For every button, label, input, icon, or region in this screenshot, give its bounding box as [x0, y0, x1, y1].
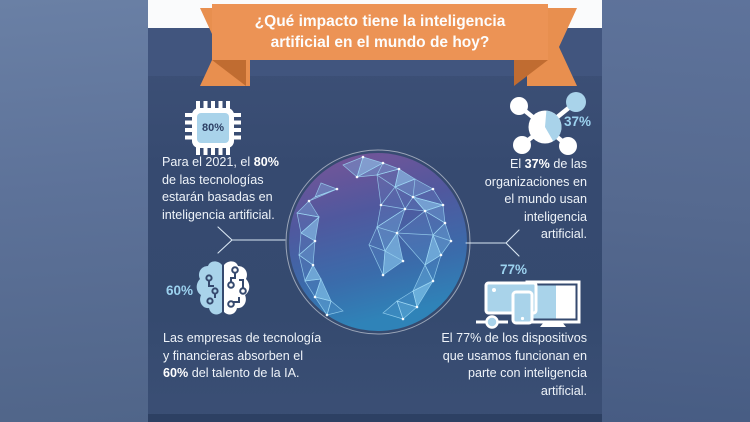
brain-value: 60% — [166, 283, 194, 298]
lowpoly-continents — [296, 156, 452, 320]
chip-pins-right — [233, 113, 241, 143]
connector-lines — [217, 226, 520, 257]
stat-line: 60% del talento de la IA. — [163, 366, 300, 380]
globe-graphic — [285, 149, 471, 335]
devices-value: 77% — [500, 262, 528, 277]
network-node-dots — [307, 155, 453, 321]
bottom-edge-strip — [148, 414, 602, 422]
stat-line: organizaciones en — [484, 174, 587, 189]
stat-line: el mundo usan — [504, 192, 587, 206]
stat-line: El 37% de las — [509, 157, 587, 171]
chip-icon: 80% — [192, 108, 234, 148]
infographic-panel: ¿Qué impacto tiene la inteligencia artif… — [148, 0, 602, 422]
stat-line: El 77% de los dispositivos — [441, 331, 587, 345]
stat-line: Las empresas de tecnología — [163, 331, 322, 345]
chip-pins-bottom — [196, 147, 230, 155]
blurred-right-margin — [602, 0, 750, 422]
stat-line: estarán basadas en — [162, 190, 273, 204]
stat-text-brain: Las empresas de tecnología y financieras… — [163, 330, 363, 383]
network-icon — [510, 92, 586, 155]
devices-icon — [476, 280, 581, 329]
chip-pins-top — [196, 101, 230, 109]
chip-value: 80% — [197, 113, 229, 143]
connector-right — [465, 229, 520, 257]
stat-text-network: El 37% de las organizaciones en el mundo… — [457, 156, 587, 244]
stat-line: de las tecnologías — [162, 172, 264, 187]
stat-line: Para el 2021, el 80% — [162, 155, 279, 169]
stat-line: que usamos funcionan en — [442, 348, 587, 363]
stat-line: y financieras absorben el — [163, 348, 304, 363]
blurred-left-margin — [0, 0, 148, 422]
stat-line: inteligencia — [523, 209, 587, 224]
brain-icon — [196, 261, 250, 315]
stat-line: inteligencia artificial. — [162, 207, 275, 222]
chip-pins-left — [185, 113, 193, 143]
network-value: 37% — [564, 114, 592, 129]
connector-left — [217, 226, 286, 254]
page-title: ¿Qué impacto tiene la inteligencia artif… — [254, 13, 506, 51]
stat-line: artificial. — [540, 383, 587, 398]
stat-text-chip: Para el 2021, el 80% de las tecnologías … — [162, 154, 302, 224]
title-ribbon: ¿Qué impacto tiene la inteligencia artif… — [212, 4, 548, 60]
stat-line: parte con inteligencia — [467, 366, 587, 380]
stat-line: artificial. — [540, 227, 587, 241]
stat-text-devices: El 77% de los dispositivos que usamos fu… — [412, 330, 587, 400]
